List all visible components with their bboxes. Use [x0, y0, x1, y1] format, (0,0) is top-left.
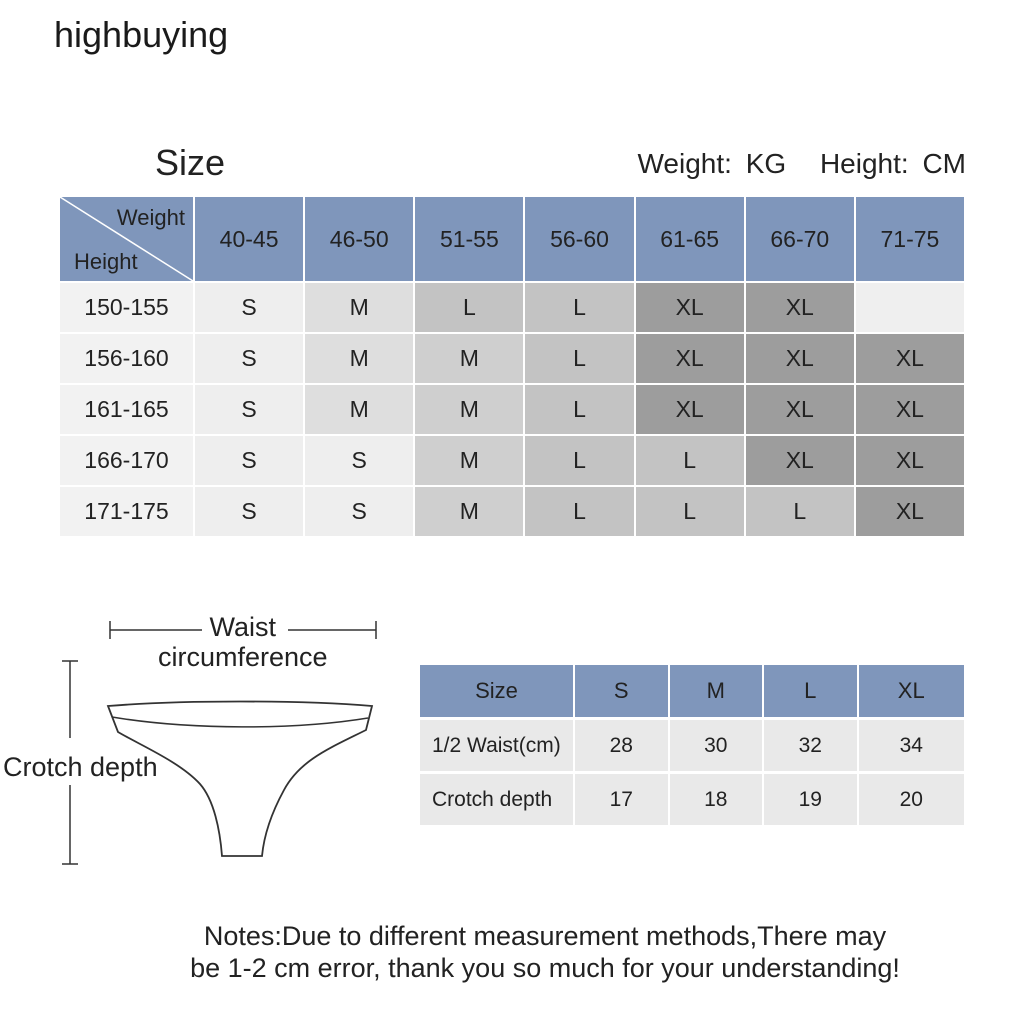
size-cell: S [195, 436, 304, 485]
waist-label-line2: circumference [158, 642, 328, 672]
measurement-value: 19 [764, 774, 857, 825]
size-cell: M [415, 334, 524, 383]
measurement-row-label: Crotch depth [420, 774, 573, 825]
size-cell: L [745, 487, 854, 536]
measurement-header-cell: XL [858, 665, 964, 717]
briefs-outline [106, 700, 374, 857]
size-cell: XL [855, 487, 964, 536]
notes-line-1: Notes:Due to different measurement metho… [203, 921, 887, 951]
size-cell: XL [855, 436, 964, 485]
size-cell: S [195, 283, 304, 332]
measurement-value: 34 [858, 720, 964, 771]
measurement-header-cell: S [575, 665, 668, 717]
measurement-value: 20 [858, 774, 964, 825]
weight-range-header: 56-60 [525, 197, 634, 281]
size-chart-header-row: Weight Height 40-45 46-50 51-55 56-60 61… [60, 197, 964, 281]
size-cell: XL [635, 334, 744, 383]
size-cell: M [415, 436, 524, 485]
height-range-cell: 150-155 [60, 283, 193, 332]
size-cell: M [415, 487, 524, 536]
height-range-cell: 156-160 [60, 334, 193, 383]
notes-line-2: be 1-2 cm error, thank you so much for y… [190, 953, 900, 983]
height-range-cell: 171-175 [60, 487, 193, 536]
size-title: Size [155, 142, 226, 183]
measurement-value: 17 [575, 774, 668, 825]
weight-range-header: 61-65 [635, 197, 744, 281]
measurement-value: 28 [575, 720, 668, 771]
size-cell: XL [635, 283, 744, 332]
weight-range-header: 46-50 [305, 197, 414, 281]
crotch-depth-label: Crotch depth [3, 752, 158, 782]
size-cell: M [305, 283, 414, 332]
size-cell: L [525, 487, 634, 536]
size-cell: XL [635, 385, 744, 434]
height-unit: CM [922, 148, 966, 179]
measurement-header-cell: M [669, 665, 762, 717]
corner-weight-label: Weight [116, 205, 185, 230]
size-cell: L [525, 436, 634, 485]
measurement-header-cell: L [764, 665, 857, 717]
units-legend: Weight: KG Height: CM [632, 148, 967, 180]
waistband-line [111, 716, 369, 728]
size-cell: S [195, 487, 304, 536]
notes-text: Notes:Due to different measurement metho… [100, 920, 990, 984]
measurement-value: 18 [669, 774, 762, 825]
table-row: 1/2 Waist(cm) 28 30 32 34 [420, 720, 964, 771]
size-chart-table: Weight Height 40-45 46-50 51-55 56-60 61… [58, 195, 966, 538]
size-cell: XL [745, 283, 854, 332]
size-cell: S [195, 385, 304, 434]
measurement-header-row: Size S M L XL [420, 665, 964, 717]
size-cell: L [525, 385, 634, 434]
corner-diagonal [60, 197, 193, 281]
table-row: 161-165 S M M L XL XL XL [60, 385, 964, 434]
size-cell: S [195, 334, 304, 383]
table-row: 150-155 S M L L XL XL [60, 283, 964, 332]
table-row: 171-175 S S M L L L XL [60, 487, 964, 536]
size-cell: L [525, 334, 634, 383]
weight-label: Weight: [637, 148, 732, 179]
height-range-cell: 161-165 [60, 385, 193, 434]
weight-range-header: 66-70 [745, 197, 854, 281]
weight-range-header: 40-45 [195, 197, 304, 281]
size-cell: M [305, 385, 414, 434]
measurement-value: 32 [764, 720, 857, 771]
measurement-table: Size S M L XL 1/2 Waist(cm) 28 30 32 34 … [418, 662, 966, 828]
table-row: Crotch depth 17 18 19 20 [420, 774, 964, 825]
size-cell: XL [745, 385, 854, 434]
size-cell: S [305, 487, 414, 536]
weight-unit: KG [745, 148, 787, 179]
garment-diagram [62, 621, 377, 865]
table-row: 156-160 S M M L XL XL XL [60, 334, 964, 383]
waist-circumference-label: Waist circumference [158, 612, 328, 672]
size-cell [855, 283, 964, 332]
measurement-value: 30 [669, 720, 762, 771]
size-cell: XL [855, 385, 964, 434]
height-label: Height: [819, 148, 909, 179]
size-cell: XL [855, 334, 964, 383]
waist-label-line1: Waist [209, 612, 277, 642]
height-range-cell: 166-170 [60, 436, 193, 485]
size-cell: L [415, 283, 524, 332]
size-cell: XL [745, 436, 854, 485]
measurement-header-cell: Size [420, 665, 573, 717]
size-cell: L [525, 283, 634, 332]
brand-watermark: highbuying [54, 14, 229, 55]
weight-range-header: 51-55 [415, 197, 524, 281]
size-cell: M [415, 385, 524, 434]
corner-header: Weight Height [60, 197, 193, 281]
measurement-row-label: 1/2 Waist(cm) [420, 720, 573, 771]
size-cell: L [635, 487, 744, 536]
table-row: 166-170 S S M L L XL XL [60, 436, 964, 485]
size-cell: XL [745, 334, 854, 383]
weight-range-header: 71-75 [855, 197, 964, 281]
size-cell: L [635, 436, 744, 485]
size-cell: M [305, 334, 414, 383]
size-cell: S [305, 436, 414, 485]
corner-height-label: Height [74, 249, 138, 274]
